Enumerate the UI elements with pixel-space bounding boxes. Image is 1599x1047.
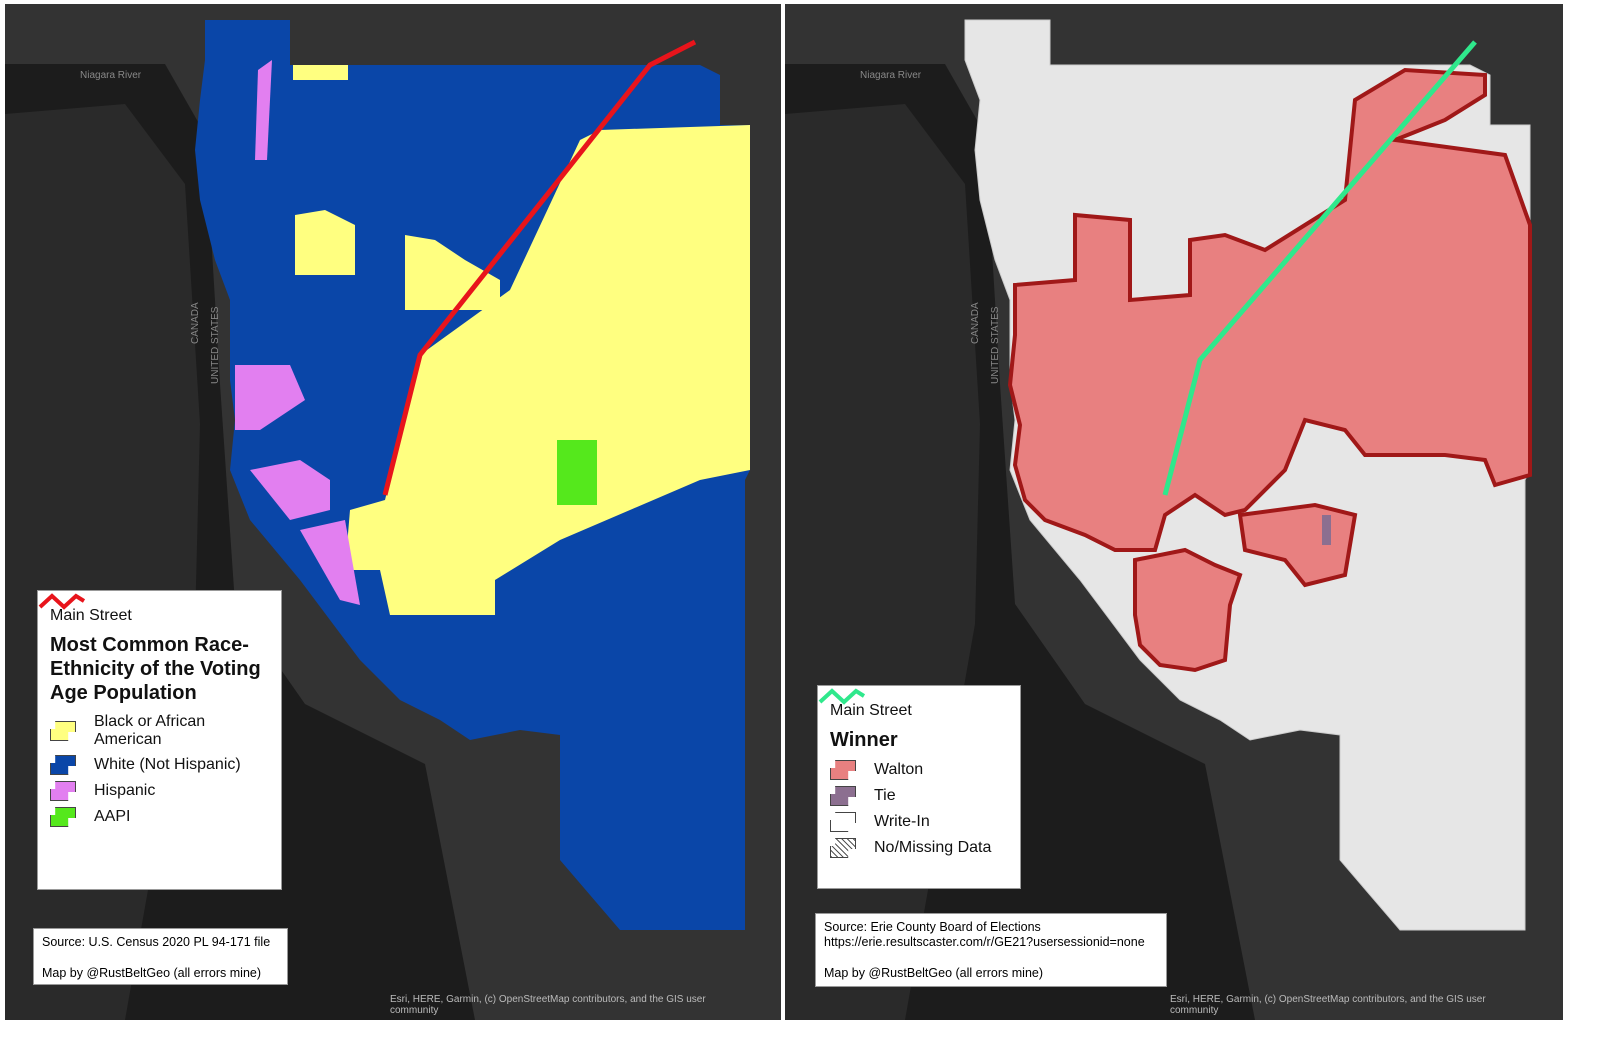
legend-row: Black or African American (50, 713, 269, 749)
region (405, 235, 500, 310)
legend-swatch (830, 812, 856, 832)
legend: Main Street Most Common Race-Ethnicity of… (37, 590, 282, 890)
source-text: https://erie.resultscaster.com/r/GE21?us… (824, 935, 1145, 949)
region (293, 65, 348, 80)
region (250, 460, 330, 520)
legend: Main Street Winner Walton Tie Write-In No/Mis… (817, 685, 1021, 889)
legend-row: Hispanic (50, 781, 269, 801)
legend-swatch (50, 807, 76, 827)
region (557, 440, 597, 505)
basemap-label: CANADA (190, 302, 201, 344)
basemap-label: Niagara River (80, 70, 142, 81)
legend-label: No/Missing Data (874, 839, 992, 856)
line-swatch (818, 688, 866, 705)
legend-label: Black or African American (94, 713, 206, 748)
legend-swatch (50, 755, 76, 775)
legend-swatch (830, 760, 856, 780)
attribution: Esri, HERE, Garmin, (c) OpenStreetMap co… (1170, 994, 1486, 1016)
legend-title: Most Common Race-Ethnicity of the Voting… (50, 634, 261, 704)
legend-row: Main Street (38, 593, 269, 625)
legend-swatch (830, 838, 856, 858)
basemap-label: CANADA (970, 302, 981, 344)
legend-label: Hispanic (94, 782, 156, 799)
credit-text: Map by @RustBeltGeo (all errors mine) (824, 966, 1044, 980)
region (345, 125, 750, 615)
legend-row: Walton (830, 760, 1008, 780)
legend-label: White (Not Hispanic) (94, 756, 241, 773)
line-swatch (38, 593, 86, 610)
legend-label: Walton (874, 761, 924, 778)
attribution: Esri, HERE, Garmin, (c) OpenStreetMap co… (390, 994, 706, 1016)
map-panel: Niagara River CANADA UNITED STATES Esri,… (5, 4, 781, 1020)
source-box: Source: U.S. Census 2020 PL 94-171 file M… (33, 928, 288, 985)
map (785, 4, 1563, 1020)
legend-swatch (50, 781, 76, 801)
legend-row: No/Missing Data (830, 838, 1008, 858)
region (235, 365, 305, 430)
legend-label: AAPI (94, 808, 131, 825)
legend-label: Write-In (874, 813, 930, 830)
walton-area (1133, 547, 1243, 673)
main-street (1162, 40, 1477, 496)
legend-row: Main Street (818, 688, 1008, 720)
credit-text: Map by @RustBeltGeo (all errors mine) (42, 966, 262, 980)
basemap-label: Niagara River (860, 70, 922, 81)
source-box: Source: Erie County Board of Elections ht… (815, 913, 1167, 987)
source-text: Source: Erie County Board of Elections (824, 920, 1041, 934)
legend-label: Tie (874, 787, 896, 804)
legend-swatch (50, 721, 76, 741)
region (295, 210, 355, 275)
legend-title: Winner (830, 729, 898, 751)
legend-swatch (830, 786, 856, 806)
basemap-label: UNITED STATES (210, 306, 221, 384)
map-panel: Niagara River CANADA UNITED STATES Esri,… (785, 4, 1563, 1020)
legend-label: Main Street (830, 702, 912, 719)
legend-row: Write-In (830, 812, 1008, 832)
main-street (382, 39, 697, 496)
basemap-label: UNITED STATES (990, 306, 1001, 384)
region (300, 520, 360, 605)
walton-area (1007, 67, 1532, 552)
tie-area (1322, 515, 1331, 545)
region (255, 60, 272, 160)
legend-row: AAPI (50, 807, 269, 827)
legend-label: Main Street (50, 607, 132, 624)
legend-row: White (Not Hispanic) (50, 755, 269, 775)
legend-row: Tie (830, 786, 1008, 806)
source-text: Source: U.S. Census 2020 PL 94-171 file (42, 935, 271, 949)
